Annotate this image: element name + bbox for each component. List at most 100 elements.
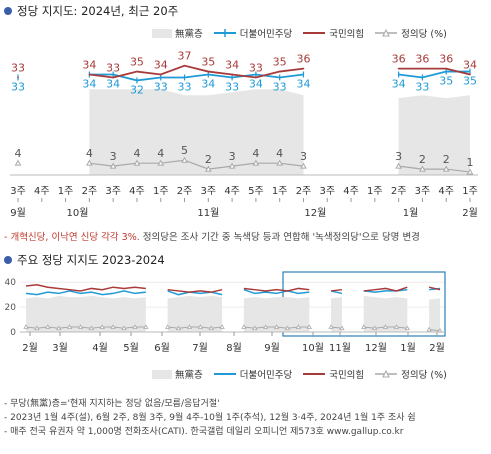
line-2-0 (25, 326, 146, 329)
top-chart-title-text: 정당 지지도: 2024년, 최근 20주 (17, 4, 179, 18)
data-label: 33 (154, 80, 168, 93)
month-label: 2월 (22, 342, 38, 354)
x-tick-label: 2주 (177, 186, 193, 197)
legend-line-justice (375, 28, 398, 37)
justice-point (175, 325, 182, 331)
data-label: 4 (276, 147, 283, 160)
ppp-point (136, 70, 138, 73)
ppp-point (278, 70, 281, 73)
month-label: 10월 (67, 207, 89, 219)
legend-line-ppp (303, 373, 326, 375)
justice-point (306, 324, 312, 329)
legend-item-independent: 無黨층 (152, 367, 203, 381)
x-tick-label: 3주 (319, 186, 335, 197)
month-label: 12월 (365, 342, 387, 354)
ppp-point (88, 73, 91, 76)
justice-point (86, 159, 93, 166)
legend-swatch-independent (152, 28, 172, 38)
ppp-point (183, 64, 186, 67)
line-2-1 (89, 159, 304, 170)
data-label: 3 (300, 150, 307, 163)
justice-point (228, 162, 236, 169)
line-2-1 (167, 326, 223, 329)
data-label: 34 (225, 59, 239, 72)
data-label: 2 (443, 153, 450, 166)
data-label: 2 (419, 153, 426, 166)
x-tick-label: 4주 (34, 186, 50, 197)
data-label: 3 (395, 150, 402, 163)
legend-line-democratic (213, 29, 236, 37)
data-label: 32 (130, 83, 144, 96)
y-tick-label: 0 (10, 328, 16, 338)
line-1-3 (330, 288, 343, 292)
legend-swatch-independent (152, 369, 172, 379)
data-label: 36 (296, 53, 310, 66)
independent-area-0 (89, 89, 304, 175)
justice-point (186, 324, 193, 329)
y-tick-label: 20 (5, 303, 17, 313)
top-chart-title: 정당 지지도: 2024년, 최근 20주 (4, 3, 178, 19)
data-label: 35 (273, 56, 287, 69)
independent-area-4 (363, 295, 408, 332)
bottom-chart-title: 주요 정당 지지도 2023-2024 (4, 252, 165, 268)
line-1-1 (167, 288, 223, 293)
ppp-point (231, 73, 233, 76)
justice-point (45, 324, 51, 329)
justice-point (133, 159, 141, 166)
bottom-chart-title-text: 주요 정당 지지도 2023-2024 (17, 253, 165, 267)
data-label: 33 (11, 80, 25, 93)
data-label: 4 (252, 147, 259, 160)
title-bullet-icon (4, 256, 12, 264)
legend-line-democratic (213, 373, 236, 375)
justice-point (404, 325, 411, 331)
ppp-point (445, 67, 448, 70)
data-label: 3 (110, 150, 117, 163)
line-1-1 (89, 64, 304, 79)
ppp-point (17, 76, 19, 79)
justice-point (204, 165, 212, 172)
justice-point (88, 325, 95, 331)
data-label: 36 (415, 53, 429, 66)
justice-point (197, 324, 204, 329)
data-label: 34 (154, 59, 168, 72)
ppp-point (302, 67, 305, 70)
month-label: 7월 (192, 342, 208, 354)
justice-point (132, 324, 138, 329)
line-1-4 (363, 286, 408, 292)
ppp-point (397, 67, 400, 70)
month-label: 1월 (403, 207, 419, 219)
legend-label-independent: 無黨층 (175, 29, 203, 40)
x-tick-label: 1주 (367, 186, 383, 197)
ppp-point (469, 73, 471, 76)
independent-area-2 (243, 297, 310, 332)
independent-area-3 (331, 297, 342, 332)
data-label: 1 (467, 156, 474, 169)
justice-point (181, 156, 188, 163)
justice-point (442, 165, 450, 172)
justice-point (77, 324, 84, 329)
data-label: 34 (201, 78, 215, 91)
legend-item-justice: 정의당 (%) (374, 367, 447, 381)
data-label: 33 (273, 80, 287, 93)
top-chart-note: - 개혁신당, 이낙연 신당 각각 3%. 정의당은 조사 기간 중 녹색당 등… (4, 229, 420, 243)
legend-item-ppp: 국민의힘 (302, 367, 364, 381)
month-label: 11월 (197, 207, 219, 219)
note-red-text: - 개혁신당, 이낙연 신당 각각 3%. (4, 232, 140, 243)
top-chart-legend: 無黨층 더불어민주당 국민의힘 정의당 (%) (152, 26, 453, 40)
justice-point (164, 324, 171, 329)
justice-point (143, 324, 149, 329)
month-label: 3월 (52, 342, 68, 354)
x-tick-label: 4주 (129, 186, 145, 197)
ppp-point (255, 76, 257, 79)
justice-point (426, 326, 432, 332)
data-label: 34 (82, 78, 96, 91)
note-rest-text: 정의당은 조사 기간 중 녹색당 등과 연합해 '녹색정의당'으로 당명 변경 (139, 232, 420, 243)
justice-point (419, 165, 426, 172)
month-label: 5월 (123, 342, 139, 354)
data-label: 33 (415, 80, 429, 93)
month-label: 2월 (462, 207, 478, 219)
justice-point (252, 159, 260, 166)
legend-line-ppp (303, 32, 326, 34)
month-label: 10월 (302, 342, 324, 354)
